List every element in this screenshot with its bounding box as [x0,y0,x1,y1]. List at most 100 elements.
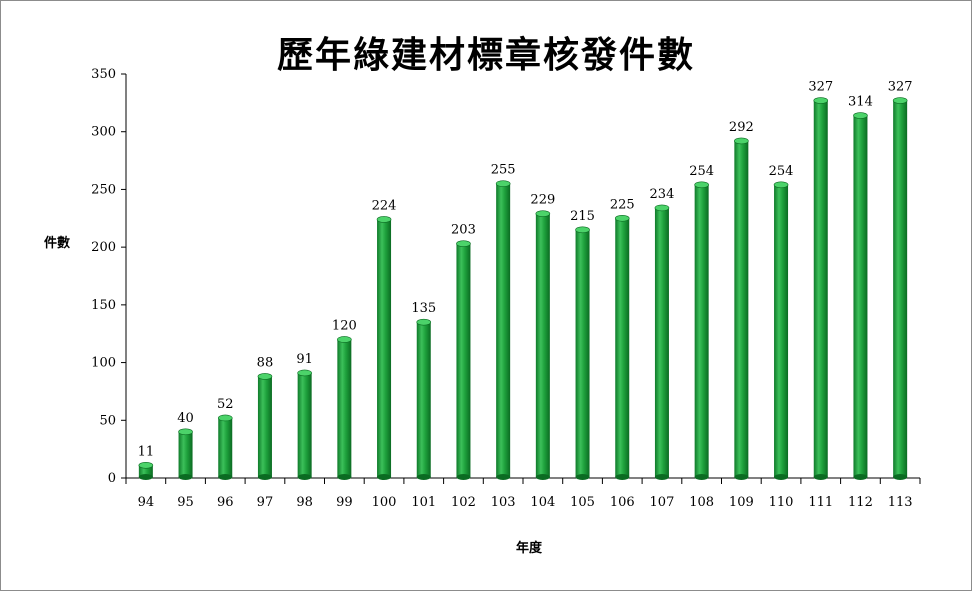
bar-base [615,474,630,480]
bar-cap [456,240,471,247]
bar-body [178,431,193,477]
x-tick-label: 104 [530,495,555,510]
data-label: 88 [257,355,274,370]
bar [138,462,154,480]
bar-cap [297,369,312,377]
bar-base [377,474,392,480]
bar-base [893,474,908,480]
bar [575,226,590,480]
bar-cap [813,97,829,104]
data-label: 11 [138,444,155,459]
y-axis-label: 件數 [44,236,71,251]
data-label: 254 [689,164,714,179]
bar-cap [734,137,749,145]
bar-cap [495,180,511,187]
bar [614,214,630,480]
x-tick-label: 96 [217,495,234,510]
x-tick-label: 113 [888,495,913,510]
bar-cap [654,204,670,212]
bar-body [615,218,630,478]
bar [297,369,312,480]
bar-base [575,474,590,480]
bar-body [575,229,590,477]
data-label: 255 [491,163,516,178]
bar-cap [694,181,709,189]
bar-base [774,474,789,480]
bar-body [416,322,431,477]
bar [694,181,709,480]
bars [138,97,908,480]
bar-cap [853,112,868,119]
data-label: 203 [451,223,476,238]
data-label: 215 [570,209,595,224]
bar-body [297,372,312,477]
chart-title: 歷年綠建材標章核發件數 [276,34,695,76]
bar [376,216,392,480]
bar [773,181,789,480]
bar-body [774,184,789,477]
data-label: 52 [217,397,234,412]
bar-body [813,100,828,477]
x-tick-label: 108 [689,495,714,510]
bar-body [138,465,153,477]
bar-cap [614,214,630,222]
x-tick-label: 97 [257,495,274,510]
y-tick-label: 0 [108,471,116,486]
bar-body [218,417,233,477]
y-tick-label: 250 [91,182,116,197]
bar-body [535,213,550,477]
x-tick-label: 98 [296,495,313,510]
x-tick-label: 100 [372,495,397,510]
bar [416,318,432,480]
bar-body [337,339,352,477]
x-axis-label: 年度 [515,541,542,556]
bar-base [456,474,471,480]
data-label: 224 [372,198,397,213]
data-label: 292 [729,120,754,135]
x-tick-label: 107 [650,495,675,510]
bar-body [734,140,749,477]
y-tick-label: 50 [99,413,116,428]
x-tick-label: 109 [729,495,754,510]
bar-cap [773,181,789,189]
bar-cap [575,226,590,234]
bar [734,137,749,480]
bar-base [813,474,828,480]
data-label: 229 [530,193,555,208]
y-tick-label: 300 [91,125,116,140]
bar-base [535,474,550,480]
bar-cap [416,318,432,326]
x-tick-label: 95 [177,495,194,510]
x-tick-label: 112 [848,495,873,510]
data-label: 327 [808,80,833,95]
x-tick-label: 105 [570,495,595,510]
bar-base [496,474,511,480]
data-label: 91 [296,352,313,367]
bar [495,180,511,480]
data-label: 40 [177,411,194,426]
bar-cap [257,373,273,380]
x-tick-label: 99 [336,495,353,510]
data-label: 135 [411,301,436,316]
bar [337,336,352,480]
bar-body [496,183,511,477]
bar-base [178,474,193,480]
bar-cap [337,336,352,343]
y-tick-label: 150 [91,298,116,313]
x-tick-label: 111 [808,495,833,510]
data-label: 254 [769,164,794,179]
bar [257,373,273,480]
y-tick-label: 350 [91,67,116,82]
data-label: 314 [848,95,873,110]
data-labels: 11 40 52 88 91 120 224 135 203 255 229 215 225 234 254… [138,80,913,460]
bar [853,112,868,480]
bar-cap [138,462,154,469]
data-label: 225 [610,197,635,212]
bar [178,428,193,480]
bar-cap [376,216,392,223]
bar [892,97,908,480]
data-label: 327 [888,80,913,95]
x-tick-label: 110 [769,495,794,510]
